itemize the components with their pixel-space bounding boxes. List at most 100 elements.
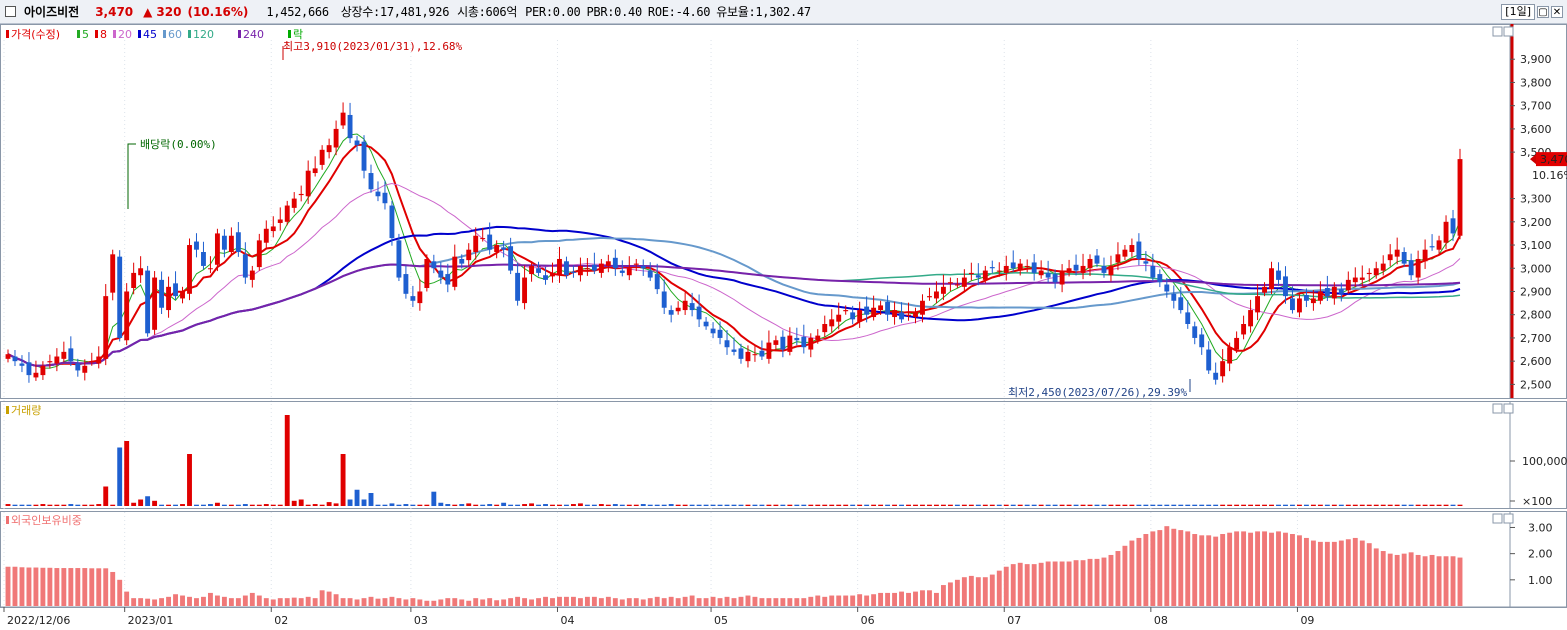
price-tick-label: 3,300 [1520,193,1552,206]
foreign-ratio-bar [1324,541,1330,606]
candle-body [1262,286,1267,293]
select-checkbox[interactable] [5,6,16,17]
volume-bar [766,504,772,506]
legend-marker [113,30,116,38]
legend-label: 60 [168,28,182,41]
foreign-ratio-bar [103,568,109,606]
price-tick-label: 2,800 [1520,309,1552,322]
candle-body [885,301,891,315]
volume-bar [564,504,569,506]
legend-label: 120 [193,28,214,41]
close-icon[interactable]: ✕ [1551,6,1563,18]
foreign-ratio-bar [159,598,165,606]
foreign-ratio-bar [1408,552,1414,606]
volume-bar [466,503,472,506]
foreign-tick-label: 3.00 [1528,521,1553,534]
volume-bar [194,504,199,506]
date-tick-label: 2022/12/06 [7,614,70,627]
volume-bar [1080,504,1086,506]
volume-bar [710,504,716,506]
legend-marker [95,30,98,38]
candle-body [584,268,590,270]
candle-body [1150,265,1156,278]
foreign-ratio-bar [228,598,234,606]
foreign-ratio-bar [626,598,632,606]
candle-body [766,342,772,359]
foreign-ratio-bar [1450,556,1456,606]
candle-body [1345,279,1351,291]
foreign-ratio-bar [1380,551,1386,606]
candle-body [452,256,458,287]
foreign-ratio-bar [982,577,988,606]
foreign-ratio-bar [529,599,535,606]
date-tick-label: 05 [714,614,728,627]
foreign-ratio-bar [584,596,590,606]
candle-body [703,321,709,327]
volume-bar [1366,504,1372,506]
foreign-ratio-bar [1331,541,1337,606]
volume-bar [1303,504,1309,506]
candle-body [256,240,262,268]
candle-body [487,234,493,250]
legend-label: 8 [100,28,107,41]
volume-bar [522,504,528,506]
market-cap: 시총:606억 [457,5,518,19]
volume-bar [780,504,786,506]
candle-body [1234,337,1240,350]
candle-body [675,307,681,312]
foreign-ratio-bar [180,595,185,606]
volume-bar [305,504,311,506]
volume-bars [5,415,1463,506]
candle-body [235,232,241,252]
candle-body [501,247,507,250]
foreign-ratio-bar [906,592,911,606]
volume-bar [892,504,898,506]
foreign-ratio-bar [591,596,597,606]
volume-bar [1017,504,1023,506]
foreign-ratio-bar [1394,554,1400,606]
volume-bar [145,496,151,506]
foreign-ratio-bar [731,598,737,606]
candle-body [619,270,625,273]
volume-bar [1213,504,1219,506]
foreign-ratio-bar [110,571,116,606]
candle-body [480,238,486,240]
candle-body [759,350,765,357]
candle-body [1052,274,1058,283]
foreign-ratio-bar [473,598,479,606]
candle-body [187,245,192,294]
volume-bar [1178,504,1184,506]
restore-icon[interactable]: ▢ [1537,6,1549,18]
volume-bar [612,504,618,506]
candle-body [752,354,758,356]
foreign-ratio-bar [508,598,514,606]
volume-bar [850,504,856,506]
candle-body [801,336,807,348]
candle-body [1422,249,1428,262]
volume-bar [75,504,81,506]
foreign-ratio-bar [501,599,507,606]
volume-bar [396,504,402,506]
foreign-ratio-bar [117,579,123,606]
foreign-ratio-bar [815,595,821,606]
candle-body [815,335,821,341]
price-tick-label: 2,900 [1520,285,1552,298]
volume-bar [954,504,960,506]
volume-bar [864,504,870,506]
low-annotation: 최저2,450(2023/07/26),29.39% [1008,386,1188,399]
legend-label: 외국인보유비중 [11,514,82,527]
volume-bar [906,504,911,506]
current-price-arrow-icon [1530,154,1536,165]
candle-body [654,274,660,290]
candle-body [738,348,744,359]
stock-chart[interactable]: 3,9003,8003,7003,6003,5003,3003,2003,100… [0,24,1567,630]
candle-body [1408,260,1414,276]
period-button[interactable]: [1일] [1501,4,1535,20]
volume-bar [1031,504,1037,506]
candle-body [731,349,737,352]
volume-bar [333,503,339,506]
candle-body [26,362,32,376]
candle-body [1436,240,1442,250]
candle-body [1059,270,1065,285]
volume-bar [536,504,541,506]
